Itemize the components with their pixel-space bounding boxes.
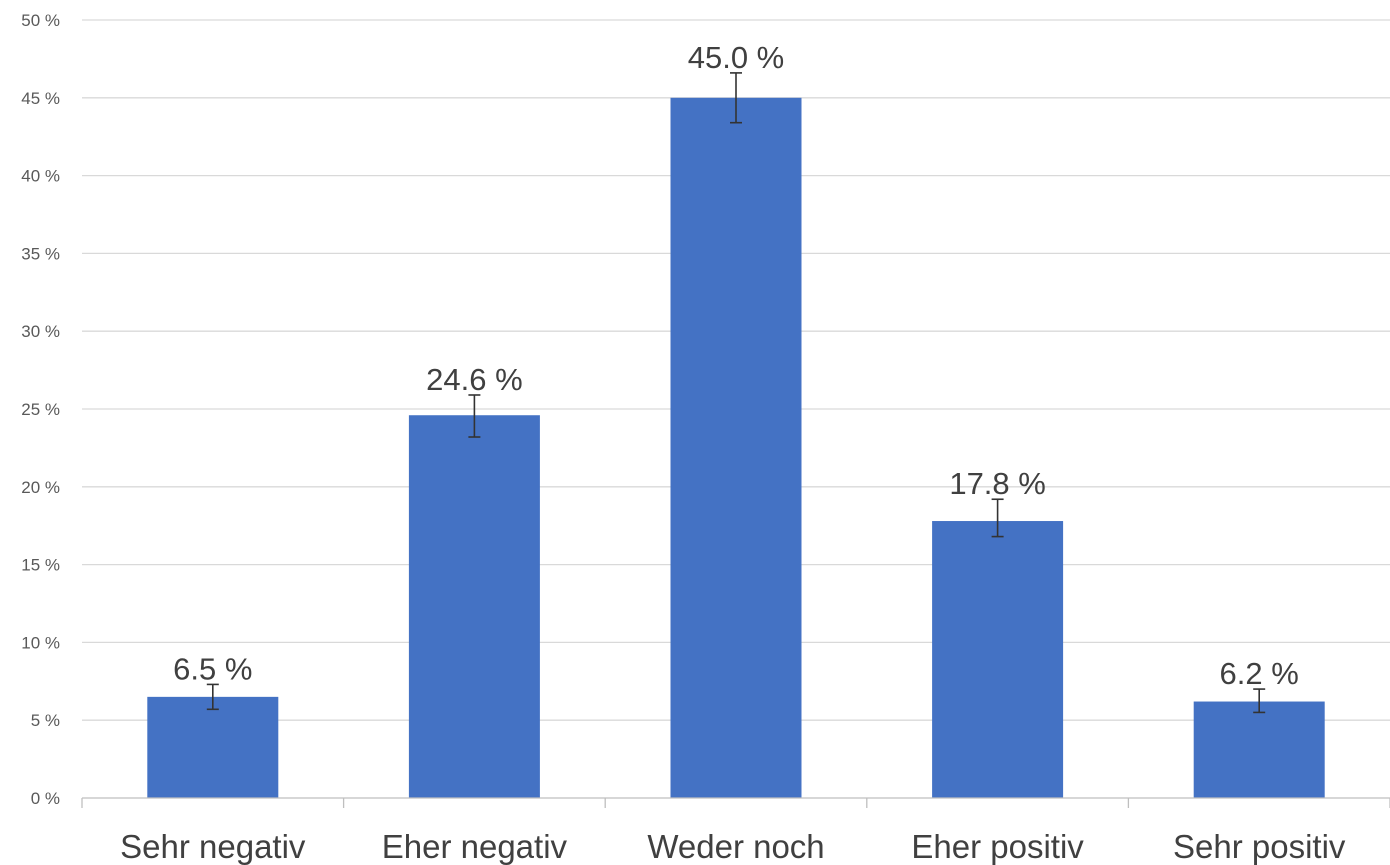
y-axis-tick-labels: 0 % 5 % 10 % 15 % 20 % 25 % 30 % 35 % 40 % 45 % 50… <box>21 11 60 808</box>
data-label: 24.6 % <box>426 362 523 397</box>
data-label: 17.8 % <box>949 466 1046 501</box>
x-axis-category-labels: Sehr negativ Eher negativ Weder noch Eher p… <box>120 828 1346 865</box>
y-tick-label: 50 % <box>21 11 60 30</box>
error-bar <box>991 498 1004 538</box>
x-category-label: Eher negativ <box>382 828 568 865</box>
data-label: 6.2 % <box>1220 656 1299 691</box>
x-category-label: Eher positiv <box>911 828 1084 865</box>
error-bars <box>206 72 1266 714</box>
data-label: 6.5 % <box>173 651 252 686</box>
y-tick-label: 35 % <box>21 244 60 263</box>
error-bar <box>730 72 742 124</box>
y-tick-label: 20 % <box>21 478 60 497</box>
error-bar <box>468 394 481 438</box>
x-category-label: Weder noch <box>647 828 824 865</box>
y-tick-label: 40 % <box>21 167 60 186</box>
bar <box>670 97 802 799</box>
y-tick-label: 10 % <box>21 633 60 652</box>
bars <box>147 97 1325 799</box>
data-labels: 6.5 % 24.6 % 45.0 % 17.8 % 6.2 % <box>173 40 1299 691</box>
bar <box>408 415 540 798</box>
bar <box>1193 701 1325 798</box>
y-tick-label: 0 % <box>31 789 60 808</box>
error-bar <box>1253 688 1266 714</box>
x-axis <box>81 797 1390 808</box>
x-category-label: Sehr positiv <box>1173 828 1346 865</box>
error-bar <box>206 683 219 711</box>
data-label: 45.0 % <box>688 40 785 75</box>
bar <box>147 696 279 798</box>
y-tick-label: 30 % <box>21 322 60 341</box>
y-tick-label: 15 % <box>21 556 60 575</box>
x-category-label: Sehr negativ <box>120 828 306 865</box>
y-tick-label: 45 % <box>21 89 60 108</box>
y-tick-label: 5 % <box>31 711 60 730</box>
y-tick-label: 25 % <box>21 400 60 419</box>
bar <box>932 521 1064 798</box>
